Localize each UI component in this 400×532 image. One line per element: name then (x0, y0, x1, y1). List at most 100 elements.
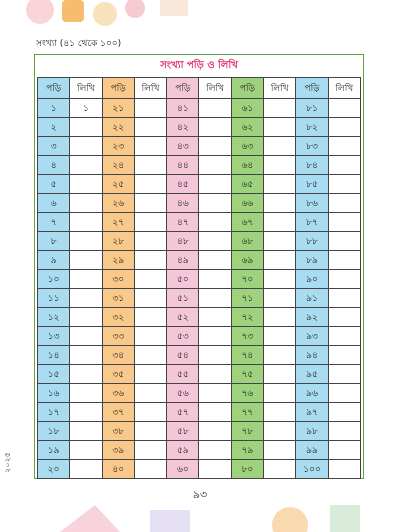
table-cell (327, 288, 362, 308)
block (330, 505, 360, 532)
table-cell: ৬ (36, 193, 71, 213)
table-cell (198, 326, 232, 346)
table-cell (198, 250, 232, 270)
table-cell (133, 326, 168, 346)
table-cell: ৭৬ (230, 383, 265, 403)
table-cell: ৯৩ (295, 326, 329, 346)
table-cell (69, 307, 103, 327)
table-cell: ১৯ (36, 440, 71, 460)
table-cell: ৭১ (230, 288, 265, 308)
table-cell: ১ (36, 98, 71, 118)
table-cell: ৮৪ (295, 155, 329, 175)
table-row: ৮ ২৮ ৪৮ ৬৮ ৮৮ (36, 231, 362, 251)
table-cell: ৪৭ (166, 212, 200, 232)
table-cell: ৫৭ (166, 402, 200, 422)
table-cell: ৪৯ (166, 250, 200, 270)
table-cell (263, 383, 297, 403)
table-cell: ৯ (36, 250, 71, 270)
table-cell: ৮৫ (295, 174, 329, 194)
table-cell: ৫৪ (166, 345, 200, 365)
table-cell (263, 421, 297, 441)
table-cell: ৬৫ (230, 174, 265, 194)
column-header: লিখি (327, 77, 362, 99)
table-cell: ১০০ (295, 459, 329, 479)
table-cell (263, 459, 297, 479)
table-cell: ৯৪ (295, 345, 329, 365)
table-cell (263, 288, 297, 308)
table-cell: ১০ (36, 269, 71, 289)
table-cell (133, 459, 168, 479)
table-cell (133, 155, 168, 175)
table-cell: ৭২ (230, 307, 265, 327)
table-cell (69, 288, 103, 308)
table-cell (198, 136, 232, 156)
table-cell: ২০ (36, 459, 71, 479)
table-cell: ৭৮ (230, 421, 265, 441)
table-cell (133, 98, 168, 118)
table-cell: ৮ (36, 231, 71, 251)
table-cell (327, 345, 362, 365)
table-cell: ৩৫ (101, 364, 135, 384)
table-cell (327, 98, 362, 118)
table-cell (263, 212, 297, 232)
table-cell (133, 383, 168, 403)
table-cell (198, 193, 232, 213)
column-header: লিখি (263, 77, 297, 99)
table-cell (69, 212, 103, 232)
table-cell (327, 193, 362, 213)
table-cell (263, 193, 297, 213)
table-row: ১৭ ৩৭ ৫৭ ৭৭ ৯৭ (36, 402, 362, 422)
table-cell: ৫৯ (166, 440, 200, 460)
table-cell (69, 402, 103, 422)
table-cell (263, 326, 297, 346)
bubble (93, 2, 117, 26)
bubble (125, 0, 145, 18)
table-cell (69, 440, 103, 460)
block (150, 510, 190, 532)
table-cell (133, 117, 168, 137)
table-cell: ৮৮ (295, 231, 329, 251)
table-cell (133, 212, 168, 232)
table-cell (263, 364, 297, 384)
table-cell: ১৩ (36, 326, 71, 346)
table-cell: ৮৭ (295, 212, 329, 232)
table-cell (198, 98, 232, 118)
table-cell (69, 326, 103, 346)
table-cell: ৩০ (101, 269, 135, 289)
table-cell (198, 231, 232, 251)
table-cell (198, 174, 232, 194)
block (160, 0, 188, 16)
table-cell (327, 117, 362, 137)
table-cell (133, 136, 168, 156)
table-cell (263, 174, 297, 194)
table-cell: ৩ (36, 136, 71, 156)
table-cell: ৬৯ (230, 250, 265, 270)
table-cell (327, 307, 362, 327)
table-cell: ১ (69, 98, 103, 118)
table-cell: ৪০ (101, 459, 135, 479)
table-cell (198, 402, 232, 422)
table-cell (198, 155, 232, 175)
table-cell (327, 440, 362, 460)
table-cell (198, 117, 232, 137)
table-cell (327, 212, 362, 232)
table-cell (198, 364, 232, 384)
table-cell (327, 250, 362, 270)
table-cell: ৬৮ (230, 231, 265, 251)
table-cell (327, 364, 362, 384)
table-cell: ৪৪ (166, 155, 200, 175)
table-cell (133, 269, 168, 289)
table-cell (263, 269, 297, 289)
table-cell (327, 459, 362, 479)
table-cell (327, 269, 362, 289)
triangle (60, 505, 120, 532)
table-cell (133, 364, 168, 384)
table-cell: ২ (36, 117, 71, 137)
table-cell (327, 174, 362, 194)
table-cell (69, 193, 103, 213)
table-cell: ৭৫ (230, 364, 265, 384)
table-cell (198, 345, 232, 365)
table-cell (327, 383, 362, 403)
table-cell: ৪ (36, 155, 71, 175)
